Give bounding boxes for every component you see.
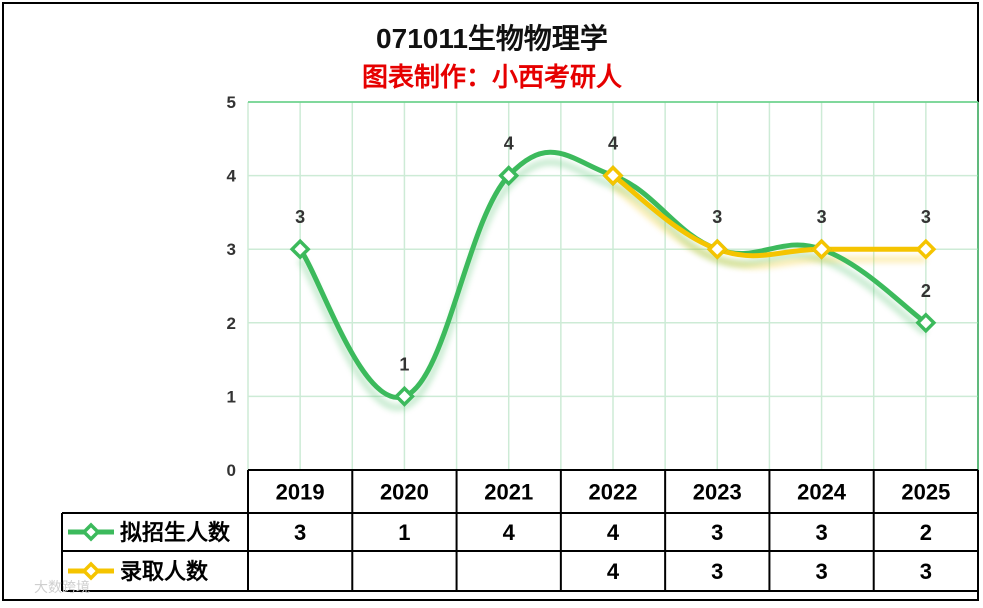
data-label: 1 [399, 354, 409, 374]
legend-label: 拟招生人数 [120, 520, 231, 545]
table-cell-value: 3 [294, 520, 306, 545]
data-label: 4 [608, 134, 618, 154]
y-tick-label: 3 [227, 240, 236, 259]
legend-label: 录取人数 [120, 559, 209, 584]
data-label: 3 [712, 207, 722, 227]
y-tick-label: 2 [227, 314, 236, 333]
watermark: 大数跨境 [34, 579, 90, 595]
data-label: 3 [921, 207, 931, 227]
data-label: 3 [295, 207, 305, 227]
table-cell-value: 4 [607, 520, 620, 545]
data-point-marker [915, 312, 937, 334]
data-label: 4 [504, 134, 514, 154]
series-line [610, 173, 929, 259]
table-cell-value: 3 [815, 520, 827, 545]
x-tick-label: 2024 [797, 480, 847, 505]
y-tick-label: 4 [227, 167, 237, 186]
data-point-marker [498, 165, 520, 187]
x-tick-label: 2022 [589, 480, 638, 505]
legend-marker [81, 561, 101, 581]
data-labels: 3 1 4 4 3 3 3 2 [295, 134, 931, 375]
y-tick-label: 5 [227, 93, 236, 112]
table-cell-value: 1 [398, 520, 410, 545]
data-label: 2 [921, 281, 931, 301]
x-tick-label: 2019 [276, 480, 325, 505]
chart-title: 071011生物物理学 [376, 22, 608, 54]
x-tick-label: 2020 [380, 480, 429, 505]
x-tick-label: 2021 [484, 480, 533, 505]
data-table: 2019 2020 2021 2022 2023 2024 2025 拟招生人数 3 1 4 4 3 3 2… [61, 469, 979, 592]
table-cell-value: 3 [920, 559, 932, 584]
chart-subtitle: 图表制作：小西考研人 [362, 62, 622, 92]
data-point-marker [915, 238, 937, 260]
table-cell-value: 2 [920, 520, 932, 545]
x-tick-label: 2023 [693, 480, 742, 505]
series-shadow [610, 182, 926, 270]
line-shadows [297, 158, 928, 411]
data-point-marker [706, 238, 728, 260]
data-point-marker [811, 238, 833, 260]
table-cell-value: 3 [711, 559, 723, 584]
legend-marker [81, 522, 101, 542]
chart-svg: 071011生物物理学 图表制作：小西考研人 0 1 2 3 4 5 3 1 4 4 3 3 3 2 2… [34, 22, 979, 595]
data-point-marker [393, 385, 415, 407]
series-markers [289, 165, 937, 407]
data-point-marker [289, 238, 311, 260]
x-tick-label: 2025 [901, 480, 950, 505]
y-tick-label: 1 [227, 387, 236, 406]
table-cell-value: 4 [503, 520, 516, 545]
data-label: 3 [817, 207, 827, 227]
chart-frame: 071011生物物理学 图表制作：小西考研人 0 1 2 3 4 5 3 1 4 4 3 3 3 2 2… [2, 2, 979, 601]
table-cell-value: 3 [815, 559, 827, 584]
table-cell-value: 3 [711, 520, 723, 545]
data-point-marker [602, 165, 624, 187]
y-axis-ticks: 0 1 2 3 4 5 [227, 93, 237, 480]
y-tick-label: 0 [227, 461, 236, 480]
table-cell-value: 4 [607, 559, 620, 584]
